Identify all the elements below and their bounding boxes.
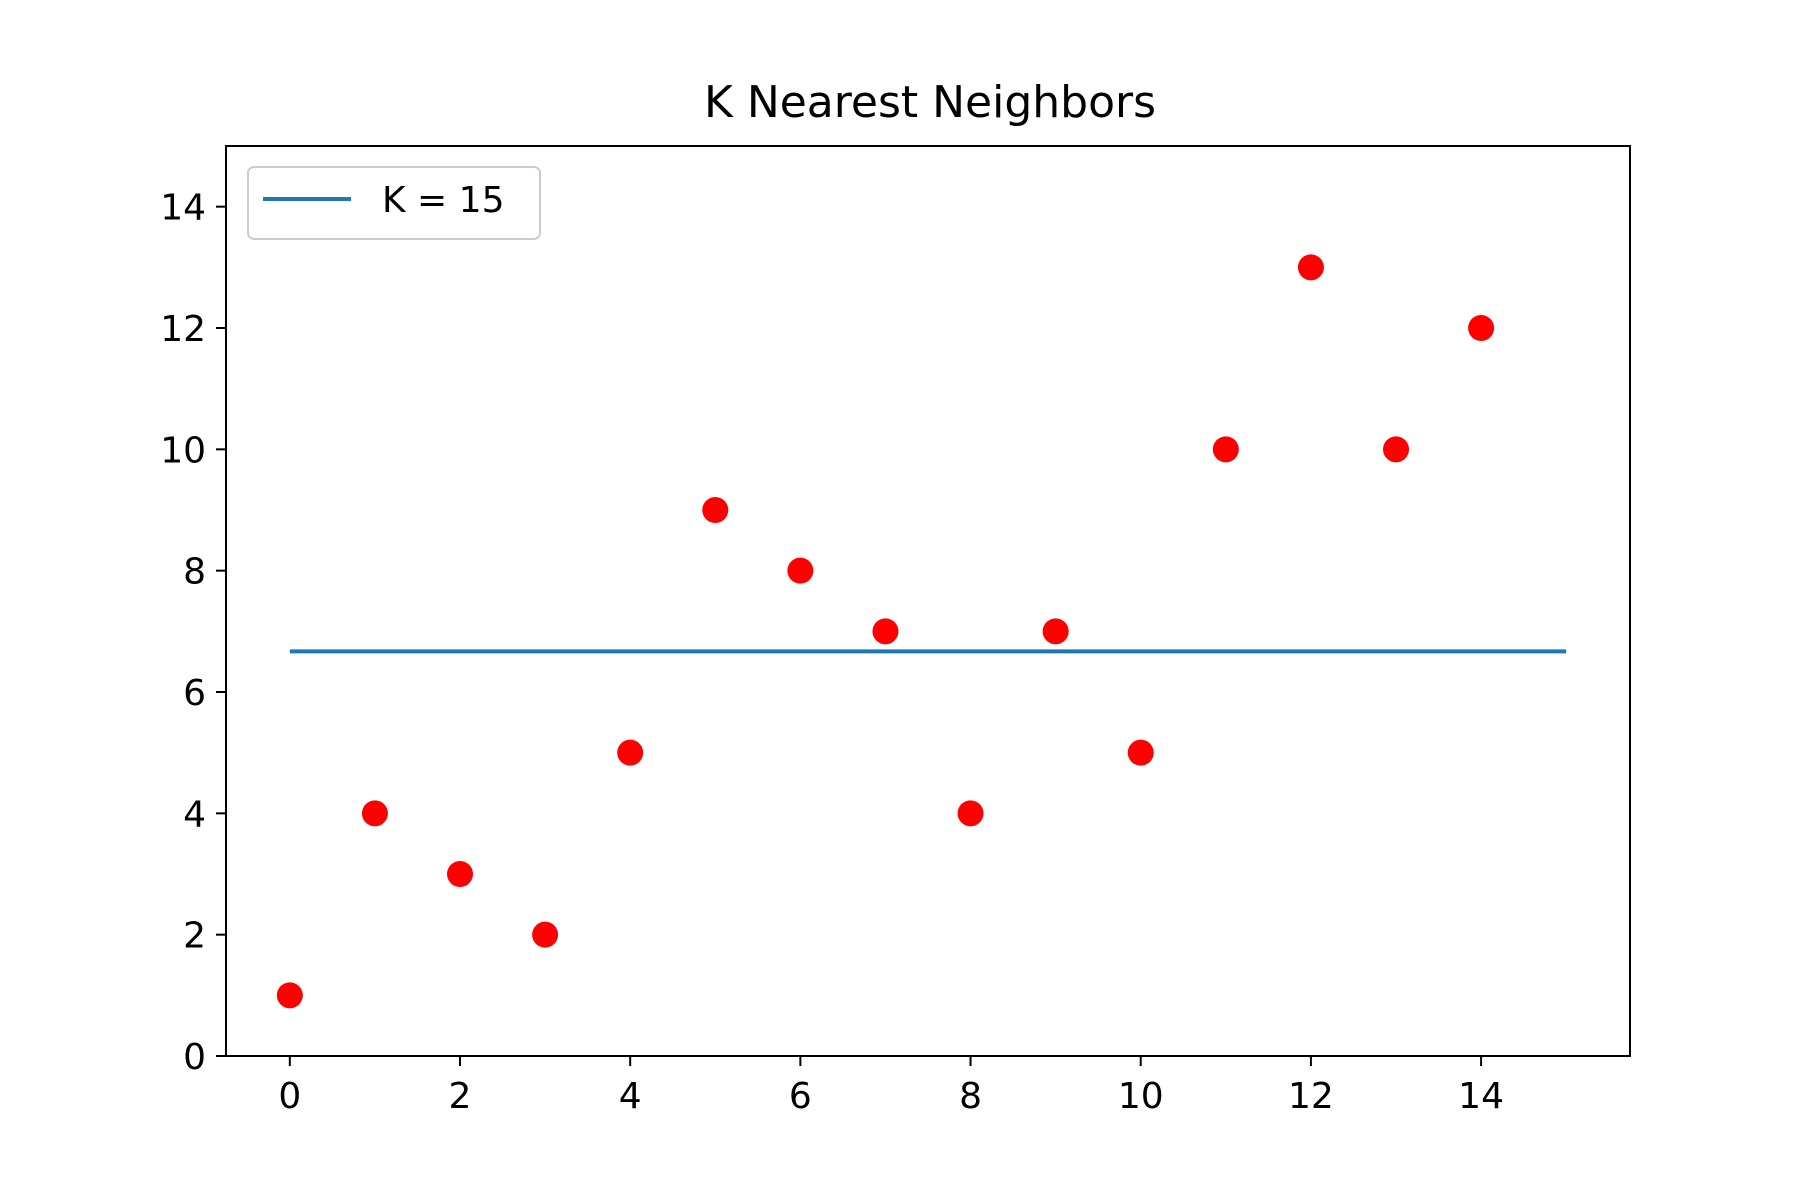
x-tick-label: 8 xyxy=(959,1076,982,1117)
scatter-point xyxy=(957,800,984,827)
x-tick-label: 12 xyxy=(1288,1076,1334,1117)
scatter-point xyxy=(1127,739,1154,766)
y-tick-label: 2 xyxy=(183,916,206,957)
scatter-point xyxy=(1042,618,1069,645)
scatter-point xyxy=(276,982,303,1009)
y-tick-label: 0 xyxy=(183,1037,206,1078)
chart-title: K Nearest Neighbors xyxy=(704,77,1156,128)
y-tick-label: 14 xyxy=(160,188,206,229)
legend-label: K = 15 xyxy=(382,180,504,221)
x-tick-label: 10 xyxy=(1118,1076,1164,1117)
y-tick-label: 4 xyxy=(183,794,206,835)
scatter-point xyxy=(1297,254,1324,281)
scatter-point xyxy=(787,557,814,584)
x-tick-label: 14 xyxy=(1458,1076,1504,1117)
x-tick-label: 0 xyxy=(278,1076,301,1117)
y-tick-label: 6 xyxy=(183,673,206,714)
x-tick-label: 4 xyxy=(619,1076,642,1117)
x-tick-label: 6 xyxy=(789,1076,812,1117)
scatter-point xyxy=(702,497,729,523)
x-axis: 0 2 4 6 8 10 12 14 xyxy=(278,1056,1504,1117)
scatter-point xyxy=(361,800,388,827)
scatter-point xyxy=(532,921,559,948)
scatter-point xyxy=(1468,315,1495,341)
scatter-point xyxy=(1383,436,1409,463)
y-axis: 0 2 4 6 8 10 12 14 xyxy=(160,188,226,1078)
plot-frame xyxy=(225,145,1631,1057)
legend: K = 15 xyxy=(247,166,541,240)
x-tick-label: 2 xyxy=(449,1076,472,1117)
scatter-point xyxy=(447,861,473,887)
y-tick-label: 10 xyxy=(160,430,206,471)
plot-area xyxy=(276,254,1567,1009)
scatter-point xyxy=(1212,436,1239,463)
y-tick-label: 8 xyxy=(183,552,206,593)
scatter-point xyxy=(872,618,899,645)
scatter-point xyxy=(617,739,644,766)
y-tick-label: 12 xyxy=(160,309,206,350)
legend-box xyxy=(247,166,541,240)
